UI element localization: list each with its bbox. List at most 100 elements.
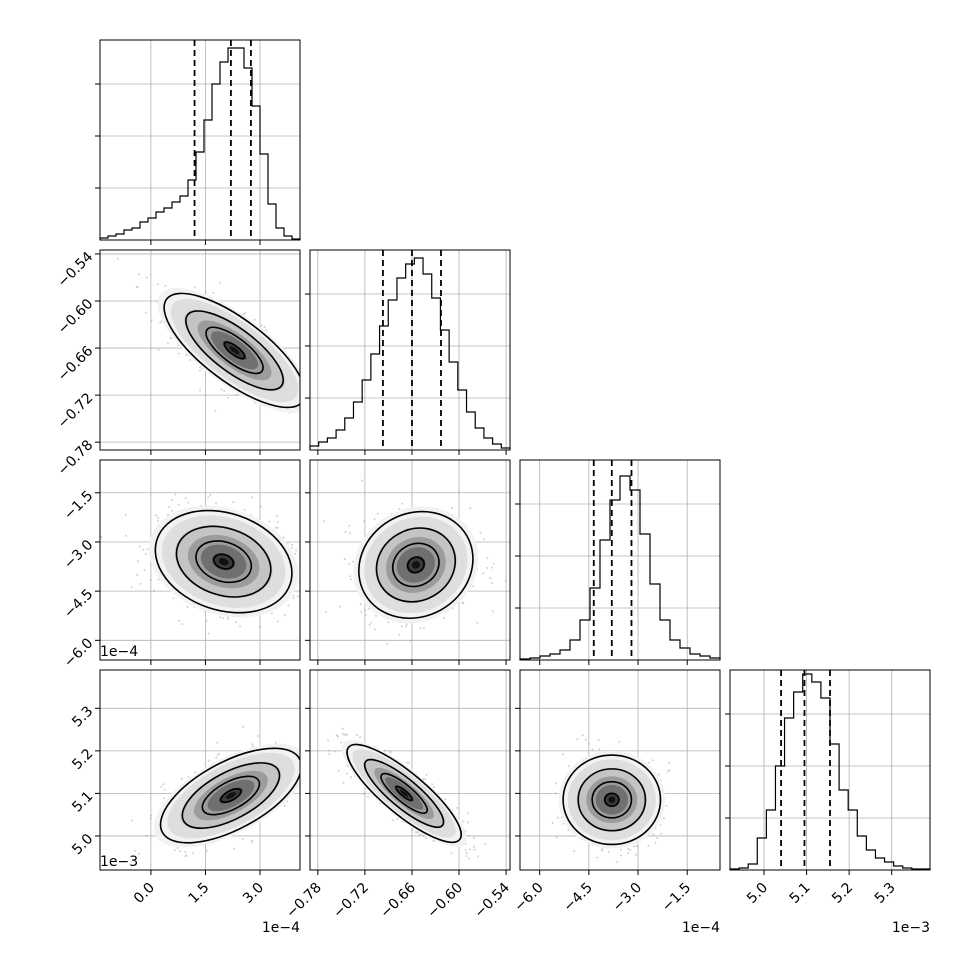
scatter-point xyxy=(136,560,139,563)
scatter-point xyxy=(665,804,668,807)
scatter-point xyxy=(259,505,262,508)
scatter-point xyxy=(170,509,173,512)
contour-line xyxy=(363,758,445,828)
contour-line xyxy=(604,792,620,807)
scatter-point xyxy=(337,769,340,772)
scatter-point xyxy=(149,817,152,820)
contour-line xyxy=(395,785,414,802)
scatter-point xyxy=(157,516,160,519)
scatter-point xyxy=(615,861,618,864)
density-panel-1-0 xyxy=(99,249,309,451)
scatter-point xyxy=(345,733,348,735)
scatter-point xyxy=(520,888,522,890)
scatter-point xyxy=(234,621,237,624)
contour-line xyxy=(201,775,261,816)
y-offset-label: 1e−4 xyxy=(100,644,138,660)
scatter-point xyxy=(174,493,177,496)
contour-line xyxy=(213,553,235,570)
scatter-point xyxy=(555,782,558,785)
scatter-point xyxy=(258,625,261,628)
scatter-point xyxy=(620,848,623,851)
scatter-point xyxy=(389,750,392,753)
scatter-point xyxy=(364,614,367,616)
scatter-point xyxy=(276,620,279,623)
scatter-point xyxy=(227,396,230,399)
scatter-point xyxy=(244,312,247,314)
scatter-point xyxy=(491,610,494,613)
scatter-point xyxy=(136,573,139,576)
scatter-point xyxy=(204,291,207,294)
scatter-point xyxy=(227,618,230,620)
scatter-point xyxy=(116,257,119,260)
scatter-point xyxy=(465,855,468,858)
y-tick-label: −1.5 xyxy=(61,488,96,523)
scatter-point xyxy=(401,625,403,628)
scatter-point xyxy=(469,507,472,510)
contour-line xyxy=(159,747,300,844)
scatter-point xyxy=(265,329,268,332)
scatter-point xyxy=(419,627,422,630)
histogram-step-line xyxy=(99,47,301,240)
scatter-point xyxy=(156,283,159,286)
scatter-point xyxy=(184,851,187,854)
scatter-point xyxy=(313,762,315,764)
scatter-point xyxy=(376,512,379,515)
scatter-point xyxy=(418,833,421,836)
scatter-point xyxy=(157,578,160,581)
histogram-panel-1 xyxy=(305,249,511,451)
scatter-point xyxy=(166,342,169,344)
scatter-point xyxy=(562,822,565,825)
density-level xyxy=(229,346,240,355)
contour-line xyxy=(205,326,264,375)
scatter-point xyxy=(205,849,208,852)
scatter-point xyxy=(145,834,148,837)
scatter-point xyxy=(409,639,412,642)
scatter-point xyxy=(209,494,212,497)
scatter-point xyxy=(344,530,347,533)
scatter-point xyxy=(169,336,172,339)
x-tick-label: −4.5 xyxy=(561,880,596,915)
scatter-point xyxy=(305,775,307,777)
scatter-point xyxy=(131,819,134,822)
scatter-point xyxy=(416,831,419,834)
scatter-point xyxy=(219,616,222,619)
scatter-point xyxy=(216,741,219,744)
y-tick-label: 5.1 xyxy=(69,788,96,815)
scatter-point xyxy=(276,526,279,529)
scatter-point xyxy=(348,562,351,565)
scatter-point xyxy=(581,734,584,737)
scatter-point xyxy=(301,354,303,356)
scatter-point xyxy=(184,497,187,500)
scatter-point xyxy=(198,369,201,372)
scatter-point xyxy=(668,769,671,772)
panel-content xyxy=(116,257,309,414)
scatter-point xyxy=(336,735,339,738)
y-tick-label: 5.3 xyxy=(69,703,96,730)
scatter-point xyxy=(242,313,245,316)
scatter-point xyxy=(656,837,659,840)
scatter-point xyxy=(323,520,325,523)
contour-line xyxy=(591,780,633,819)
scatter-point xyxy=(150,814,153,817)
scatter-point xyxy=(307,380,309,382)
panel-frame xyxy=(309,249,511,451)
scatter-point xyxy=(414,830,417,833)
scatter-point xyxy=(620,854,622,857)
panel-frame xyxy=(519,459,721,661)
scatter-point xyxy=(551,822,554,824)
scatter-point xyxy=(135,285,138,288)
scatter-point xyxy=(359,736,362,739)
density-level xyxy=(218,557,229,566)
scatter-point xyxy=(467,812,470,815)
scatter-point xyxy=(153,589,155,592)
scatter-point xyxy=(178,619,181,622)
scatter-point xyxy=(652,833,655,836)
scatter-point xyxy=(207,496,210,499)
scatter-point xyxy=(375,614,377,617)
scatter-point xyxy=(185,854,188,857)
scatter-point xyxy=(341,733,344,735)
scatter-point xyxy=(333,750,336,753)
scatter-point xyxy=(504,579,507,582)
scatter-point xyxy=(136,286,139,288)
scatter-point xyxy=(311,760,313,762)
